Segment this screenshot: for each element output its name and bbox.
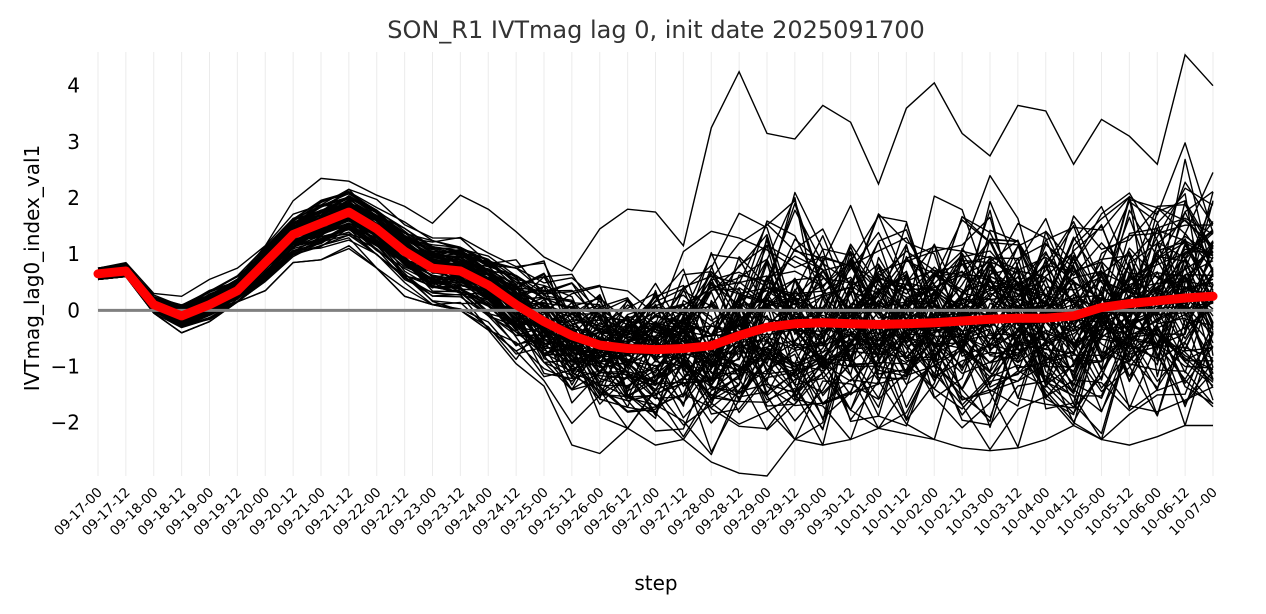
ensemble-member-line — [97, 247, 1213, 477]
x-axis-ticks: 09-17-0009-17-1209-18-0009-18-1209-19-00… — [51, 485, 1221, 540]
chart-title: SON_R1 IVTmag lag 0, init date 202509170… — [387, 16, 925, 44]
ensemble-member-line — [97, 191, 1214, 368]
ensemble-member-line — [97, 215, 1214, 427]
y-axis-ticks: −2 −1 0 1 2 3 4 — [51, 74, 80, 435]
ensemble-member-line — [97, 188, 1214, 359]
y-tick-label: 1 — [67, 242, 80, 266]
ensemble-member-line — [97, 237, 1214, 399]
x-axis-label: step — [634, 571, 677, 595]
y-tick-label: 0 — [67, 298, 80, 322]
ensemble-member-line — [97, 53, 1214, 298]
ensemble-member-line — [97, 196, 1214, 383]
y-tick-label: 4 — [67, 74, 80, 98]
y-tick-label: −2 — [51, 411, 80, 435]
mean-series-line — [93, 207, 1218, 355]
ensemble-member-line — [97, 216, 1214, 424]
y-tick-label: −1 — [51, 354, 80, 378]
y-tick-label: 2 — [67, 186, 80, 210]
ensemble-mean-series — [93, 207, 1218, 355]
y-axis-label: IVTmag_lag0_index_val1 — [20, 145, 44, 392]
ensemble-member-line — [97, 192, 1214, 438]
y-tick-label: 3 — [67, 130, 80, 154]
ensemble-member-line — [97, 188, 1214, 359]
